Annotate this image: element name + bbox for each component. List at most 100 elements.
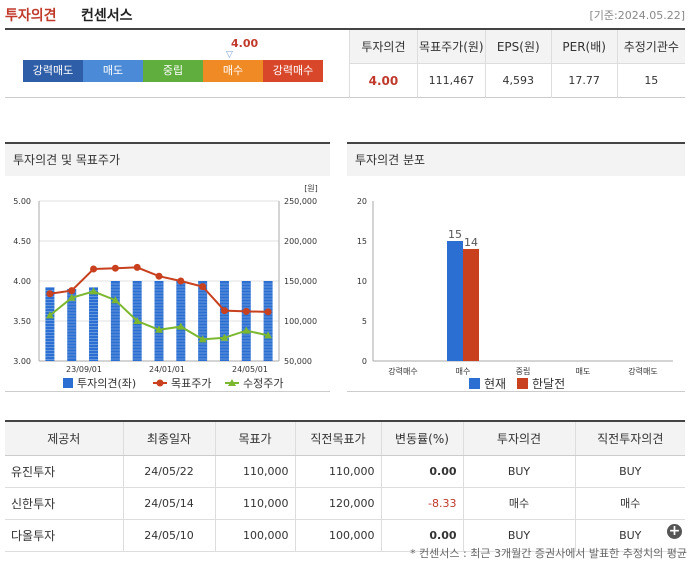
x-tick: 23/09/01 xyxy=(66,365,102,374)
provider: 유진투자 xyxy=(5,455,123,488)
category-label: 중립 xyxy=(516,367,531,376)
target-price: 100,000 xyxy=(214,519,295,552)
scale-neutral: 중립 xyxy=(143,60,203,82)
provider: 다올투자 xyxy=(5,519,123,552)
left-tick: 5.00 xyxy=(13,197,31,206)
bar-opinion xyxy=(67,289,77,361)
legend-swatch-current xyxy=(469,378,480,389)
broker-table: 제공처 최종일자 목표가 직전목표가 변동률(%) 투자의견 직전투자의견 유진… xyxy=(5,420,685,552)
right-tick: 200,000 xyxy=(284,237,317,246)
title-opinion: 투자의견 xyxy=(5,8,57,24)
chart1-legend: 투자의견(좌) 목표주가 수정주가 xyxy=(63,377,283,390)
change-rate: 0.00 xyxy=(380,519,463,552)
opinion: BUY xyxy=(462,519,575,552)
col-opinion: 투자의견 xyxy=(462,420,575,456)
x-tick: 24/05/01 xyxy=(232,365,268,374)
opinion-marker-icon: ▽ xyxy=(226,50,233,60)
category-label: 강력매수 xyxy=(388,366,417,376)
more-plus-icon[interactable]: + xyxy=(667,523,682,539)
y-tick: 5 xyxy=(362,317,367,326)
y-tick: 10 xyxy=(357,277,367,286)
summary-header: 추정기관수 xyxy=(616,30,685,64)
opinion-distribution-panel: 투자의견 분포 20 15 10 5 0 15 14 강력매수 매수 중립 매도 … xyxy=(347,142,685,392)
opinion-value: 4.00 xyxy=(231,37,259,50)
point-target-price xyxy=(111,264,119,272)
point-adjusted-price xyxy=(242,326,251,334)
left-tick: 3.50 xyxy=(13,317,31,326)
category-label: 강력매도 xyxy=(628,366,657,376)
bar-opinion xyxy=(89,287,99,361)
prev-opinion: BUY xyxy=(574,455,685,488)
point-target-price xyxy=(155,272,163,280)
col-target: 목표가 xyxy=(214,420,295,456)
right-tick: 100,000 xyxy=(284,317,317,326)
chart1-title: 투자의견 및 목표주가 xyxy=(5,144,330,176)
bar-value-label: 14 xyxy=(464,236,478,249)
title-consensus: 컨센서스 xyxy=(81,8,133,24)
y-tick: 20 xyxy=(357,197,367,206)
point-target-price xyxy=(177,277,185,285)
legend-label-month-ago: 한달전 xyxy=(532,377,565,391)
bar-opinion xyxy=(241,281,251,361)
summary-target-price: 111,467 xyxy=(416,63,486,98)
opinion: 매수 xyxy=(462,487,575,520)
point-adjusted-price xyxy=(176,322,185,330)
prev-target-price: 100,000 xyxy=(294,519,381,552)
legend-swatch-opinion xyxy=(63,378,73,388)
right-tick: 50,000 xyxy=(284,357,312,366)
page-header: 투자의견 컨센서스 [기준:2024.05.22] xyxy=(0,0,695,28)
bar-opinion xyxy=(263,281,273,361)
point-adjusted-price xyxy=(45,311,54,319)
left-tick: 3.00 xyxy=(13,357,31,366)
target-price: 110,000 xyxy=(214,487,295,520)
col-provider: 제공처 xyxy=(5,420,123,456)
y-tick: 15 xyxy=(357,237,367,246)
point-adjusted-price xyxy=(133,317,142,324)
point-adjusted-price xyxy=(198,335,207,343)
col-prev-opinion: 직전투자의견 xyxy=(574,420,685,456)
bar-opinion xyxy=(110,281,120,361)
last-date: 24/05/22 xyxy=(122,455,215,488)
legend-swatch-month-ago xyxy=(517,378,528,389)
summary-header: PER(배) xyxy=(550,30,618,64)
point-target-price xyxy=(90,265,98,273)
bar-value-label: 15 xyxy=(448,228,462,241)
point-target-price xyxy=(46,290,54,298)
col-prev-target: 직전목표가 xyxy=(294,420,381,456)
summary-table: 투자의견 목표주가(원) EPS(원) PER(배) 추정기관수 4.00 11… xyxy=(349,30,685,98)
point-target-price xyxy=(264,308,272,316)
provider: 신한투자 xyxy=(5,487,123,520)
bar-opinion xyxy=(198,281,208,361)
point-target-price xyxy=(199,283,207,291)
point-adjusted-price xyxy=(220,333,229,341)
prev-opinion: 매수 xyxy=(574,487,685,520)
summary-header: EPS(원) xyxy=(484,30,552,64)
right-axis-unit: [원] xyxy=(304,184,318,193)
change-rate: 0.00 xyxy=(380,455,463,488)
bar-month-ago xyxy=(463,249,479,361)
legend-label-current: 현재 xyxy=(484,377,506,391)
summary-eps: 4,593 xyxy=(484,63,552,98)
col-change-rate: 변동률(%) xyxy=(380,420,463,456)
table-row: 신한투자 24/05/14 110,000 120,000 -8.33 매수 매… xyxy=(5,487,685,520)
summary-header: 목표주가(원) xyxy=(416,30,486,64)
point-adjusted-price xyxy=(264,331,273,339)
legend-marker-target xyxy=(156,379,164,387)
legend-label-adjusted: 수정주가 xyxy=(243,377,283,390)
scale-strong-sell: 강력매도 xyxy=(23,60,83,82)
chart2-title: 투자의견 분포 xyxy=(347,144,685,176)
chart2-legend: 현재 한달전 xyxy=(469,377,565,391)
summary-institutions: 15 xyxy=(616,63,685,98)
bar-opinion xyxy=(154,281,164,361)
prev-target-price: 120,000 xyxy=(294,487,381,520)
consensus-summary: 4.00 ▽ 강력매도 매도 중립 매수 강력매수 투자의견 목표주가(원) E… xyxy=(5,28,685,98)
footnote: * 컨센서스 : 최근 3개월간 증권사에서 발표한 추정치의 평균 xyxy=(410,547,687,560)
summary-opinion: 4.00 xyxy=(349,63,418,98)
bar-opinion xyxy=(176,281,186,361)
scale-buy: 매수 xyxy=(203,60,263,82)
last-date: 24/05/14 xyxy=(122,487,215,520)
prev-opinion: BUY xyxy=(574,519,685,552)
scale-sell: 매도 xyxy=(83,60,143,82)
opinion-scale-bar: 강력매도 매도 중립 매수 강력매수 xyxy=(23,60,323,82)
